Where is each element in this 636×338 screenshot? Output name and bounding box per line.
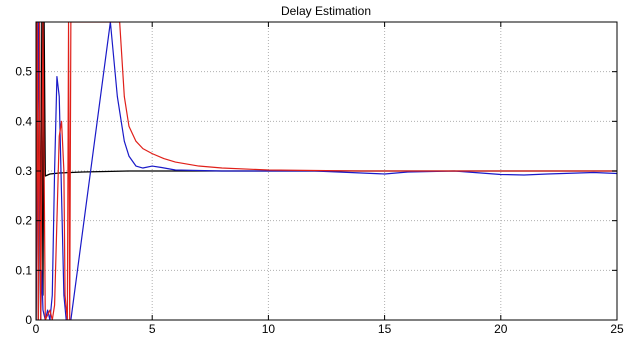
x-tick-label: 10 [262, 322, 276, 336]
y-tick-label: 0.2 [15, 214, 32, 228]
y-tick-label: 0 [25, 313, 32, 327]
y-tick-label: 0.5 [15, 65, 32, 79]
x-tick-label: 0 [33, 322, 40, 336]
x-tick-label: 15 [378, 322, 392, 336]
x-tick-label: 5 [149, 322, 156, 336]
y-tick-label: 0.4 [15, 114, 32, 128]
series-lines [36, 22, 617, 320]
red-series-line [36, 22, 617, 320]
axis-ticks: 0 5 10 15 20 25 0 0.1 0.2 0.3 0.4 0.5 [15, 22, 624, 336]
y-tick-label: 0.1 [15, 263, 32, 277]
x-tick-label: 20 [494, 322, 508, 336]
y-tick-label: 0.3 [15, 164, 32, 178]
x-tick-label: 25 [610, 322, 624, 336]
chart-title: Delay Estimation [281, 4, 371, 18]
